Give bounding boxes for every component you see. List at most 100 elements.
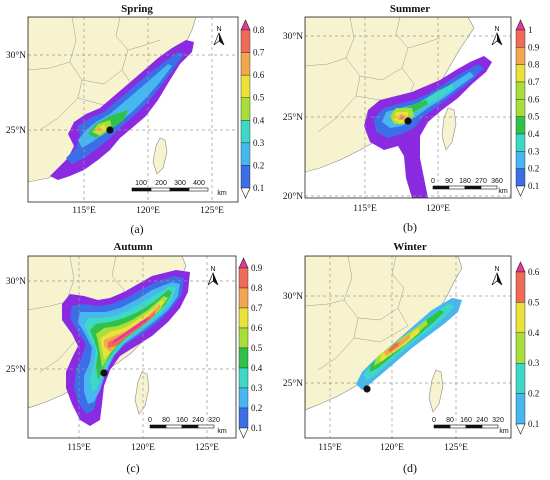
svg-text:160: 160 (176, 417, 188, 424)
colorbar-tick-label: 0.7 (253, 48, 265, 58)
province-borders (305, 256, 409, 371)
lat-label: 25°N (6, 364, 26, 375)
colorbar-segment (515, 133, 526, 152)
colorbar-tick-label: 0.5 (528, 297, 540, 307)
colorbar-segment (240, 165, 251, 189)
panel-title: Autumn (113, 241, 152, 253)
taiwan-island (152, 137, 168, 175)
panel-letter: (b) (403, 220, 417, 234)
colorbar-tick-label: 0.1 (253, 183, 264, 193)
svg-text:80: 80 (446, 417, 454, 424)
lon-label: 115°E (353, 203, 377, 214)
svg-text:N: N (216, 26, 221, 33)
colorbar-min-cap (238, 427, 249, 439)
scale-bar: 0 80 160 240 320 km (148, 417, 227, 435)
lat-label: 30°N (283, 291, 303, 302)
colorbar-tick-label: 0.7 (251, 303, 263, 313)
colorbar-segment (515, 99, 526, 117)
colorbar-tick-label: 0.6 (253, 70, 265, 80)
colorbar: 1 0.9 0.8 0.7 0.6 0.5 0.4 0.3 0.2 0.1 (515, 19, 540, 197)
lat-label: 30°N (283, 31, 303, 42)
colorbar-tick-label: 0.8 (528, 60, 540, 70)
svg-text:400: 400 (193, 180, 205, 187)
lat-label: 30°N (6, 276, 26, 287)
lon-label: 120°E (426, 203, 450, 214)
panel-autumn: Autumn (6, 241, 263, 475)
colorbar-segment (515, 64, 526, 83)
colorbar-tick-label: 0.3 (251, 383, 263, 393)
colorbar-tick-label: 0.3 (253, 138, 265, 148)
colorbar-segment (238, 327, 249, 349)
probability-field (356, 298, 462, 390)
site-marker (363, 385, 371, 393)
colorbar-segment (515, 47, 526, 65)
colorbar-segment (240, 120, 251, 144)
lat-label: 25°N (283, 378, 303, 389)
colorbar: 0.9 0.8 0.7 0.6 0.5 0.4 0.3 0.2 0.1 (238, 257, 263, 439)
colorbar-tick-label: 1 (528, 25, 533, 35)
colorbar-segment (515, 116, 526, 135)
colorbar-tick-label: 0.8 (251, 283, 263, 293)
colorbar-max-cap (238, 257, 249, 269)
graticule (305, 17, 511, 198)
scale-bar: 0 90 180 270 360 km (431, 178, 508, 195)
svg-text:360: 360 (491, 178, 503, 185)
colorbar-segment (240, 142, 251, 166)
lon-label: 115°E (67, 442, 91, 453)
site-marker (106, 126, 114, 134)
north-arrow: N (491, 266, 503, 286)
lat-label: 30°N (6, 50, 26, 61)
lon-label: 115°E (318, 442, 342, 453)
svg-text:N: N (494, 266, 499, 273)
colorbar-segment (238, 367, 249, 389)
colorbar-tick-label: 0.7 (528, 77, 540, 87)
svg-text:km: km (217, 190, 227, 197)
colorbar-tick-label: 0.4 (251, 363, 263, 373)
svg-text:0: 0 (431, 178, 435, 185)
map-area: N 0 80 160 240 320 km (305, 256, 511, 438)
colorbar-tick-label: 0.2 (253, 160, 264, 170)
lon-label: 115°E (72, 205, 96, 216)
lat-label: 20°N (283, 191, 303, 202)
svg-text:160: 160 (460, 417, 472, 424)
svg-text:0: 0 (432, 417, 436, 424)
colorbar-tick-label: 0.1 (528, 181, 539, 191)
colorbar-tick-label: 0.4 (528, 129, 540, 139)
lat-label: 25°N (6, 125, 26, 136)
map-frame (27, 16, 239, 203)
colorbar-min-cap (515, 423, 526, 435)
colorbar-tick-label: 0.3 (528, 358, 540, 368)
colorbar-segment (515, 81, 526, 100)
site-marker (100, 369, 108, 377)
colorbar: 0.6 0.5 0.4 0.3 0.2 0.1 (515, 261, 540, 435)
colorbar-tick-label: 0.4 (253, 115, 265, 125)
colorbar-segment (240, 52, 251, 76)
colorbar-segment (240, 74, 251, 98)
colorbar-max-cap (515, 261, 526, 273)
colorbar-segment (238, 267, 249, 289)
svg-text:N: N (494, 26, 499, 33)
colorbar-tick-label: 0.2 (528, 389, 539, 399)
colorbar-segment (238, 387, 249, 409)
colorbar-segment (240, 29, 251, 53)
svg-text:270: 270 (475, 178, 487, 185)
svg-text:320: 320 (492, 417, 504, 424)
colorbar-segment (515, 29, 526, 48)
svg-text:300: 300 (174, 180, 186, 187)
colorbar-segment (238, 287, 249, 309)
svg-text:N: N (210, 266, 215, 273)
taiwan-island (441, 107, 457, 151)
panel-title: Summer (390, 3, 430, 15)
colorbar-max-cap (515, 19, 526, 31)
colorbar-min-cap (240, 187, 251, 199)
svg-text:0: 0 (148, 417, 152, 424)
svg-text:180: 180 (459, 178, 471, 185)
svg-text:90: 90 (445, 178, 453, 185)
svg-text:km: km (499, 428, 509, 435)
north-arrow: N (491, 26, 503, 46)
map-area: N 0 90 180 270 360 km (305, 17, 511, 198)
colorbar-segment (238, 347, 249, 369)
graticule (28, 256, 236, 438)
colorbar-tick-label: 0.2 (251, 403, 262, 413)
